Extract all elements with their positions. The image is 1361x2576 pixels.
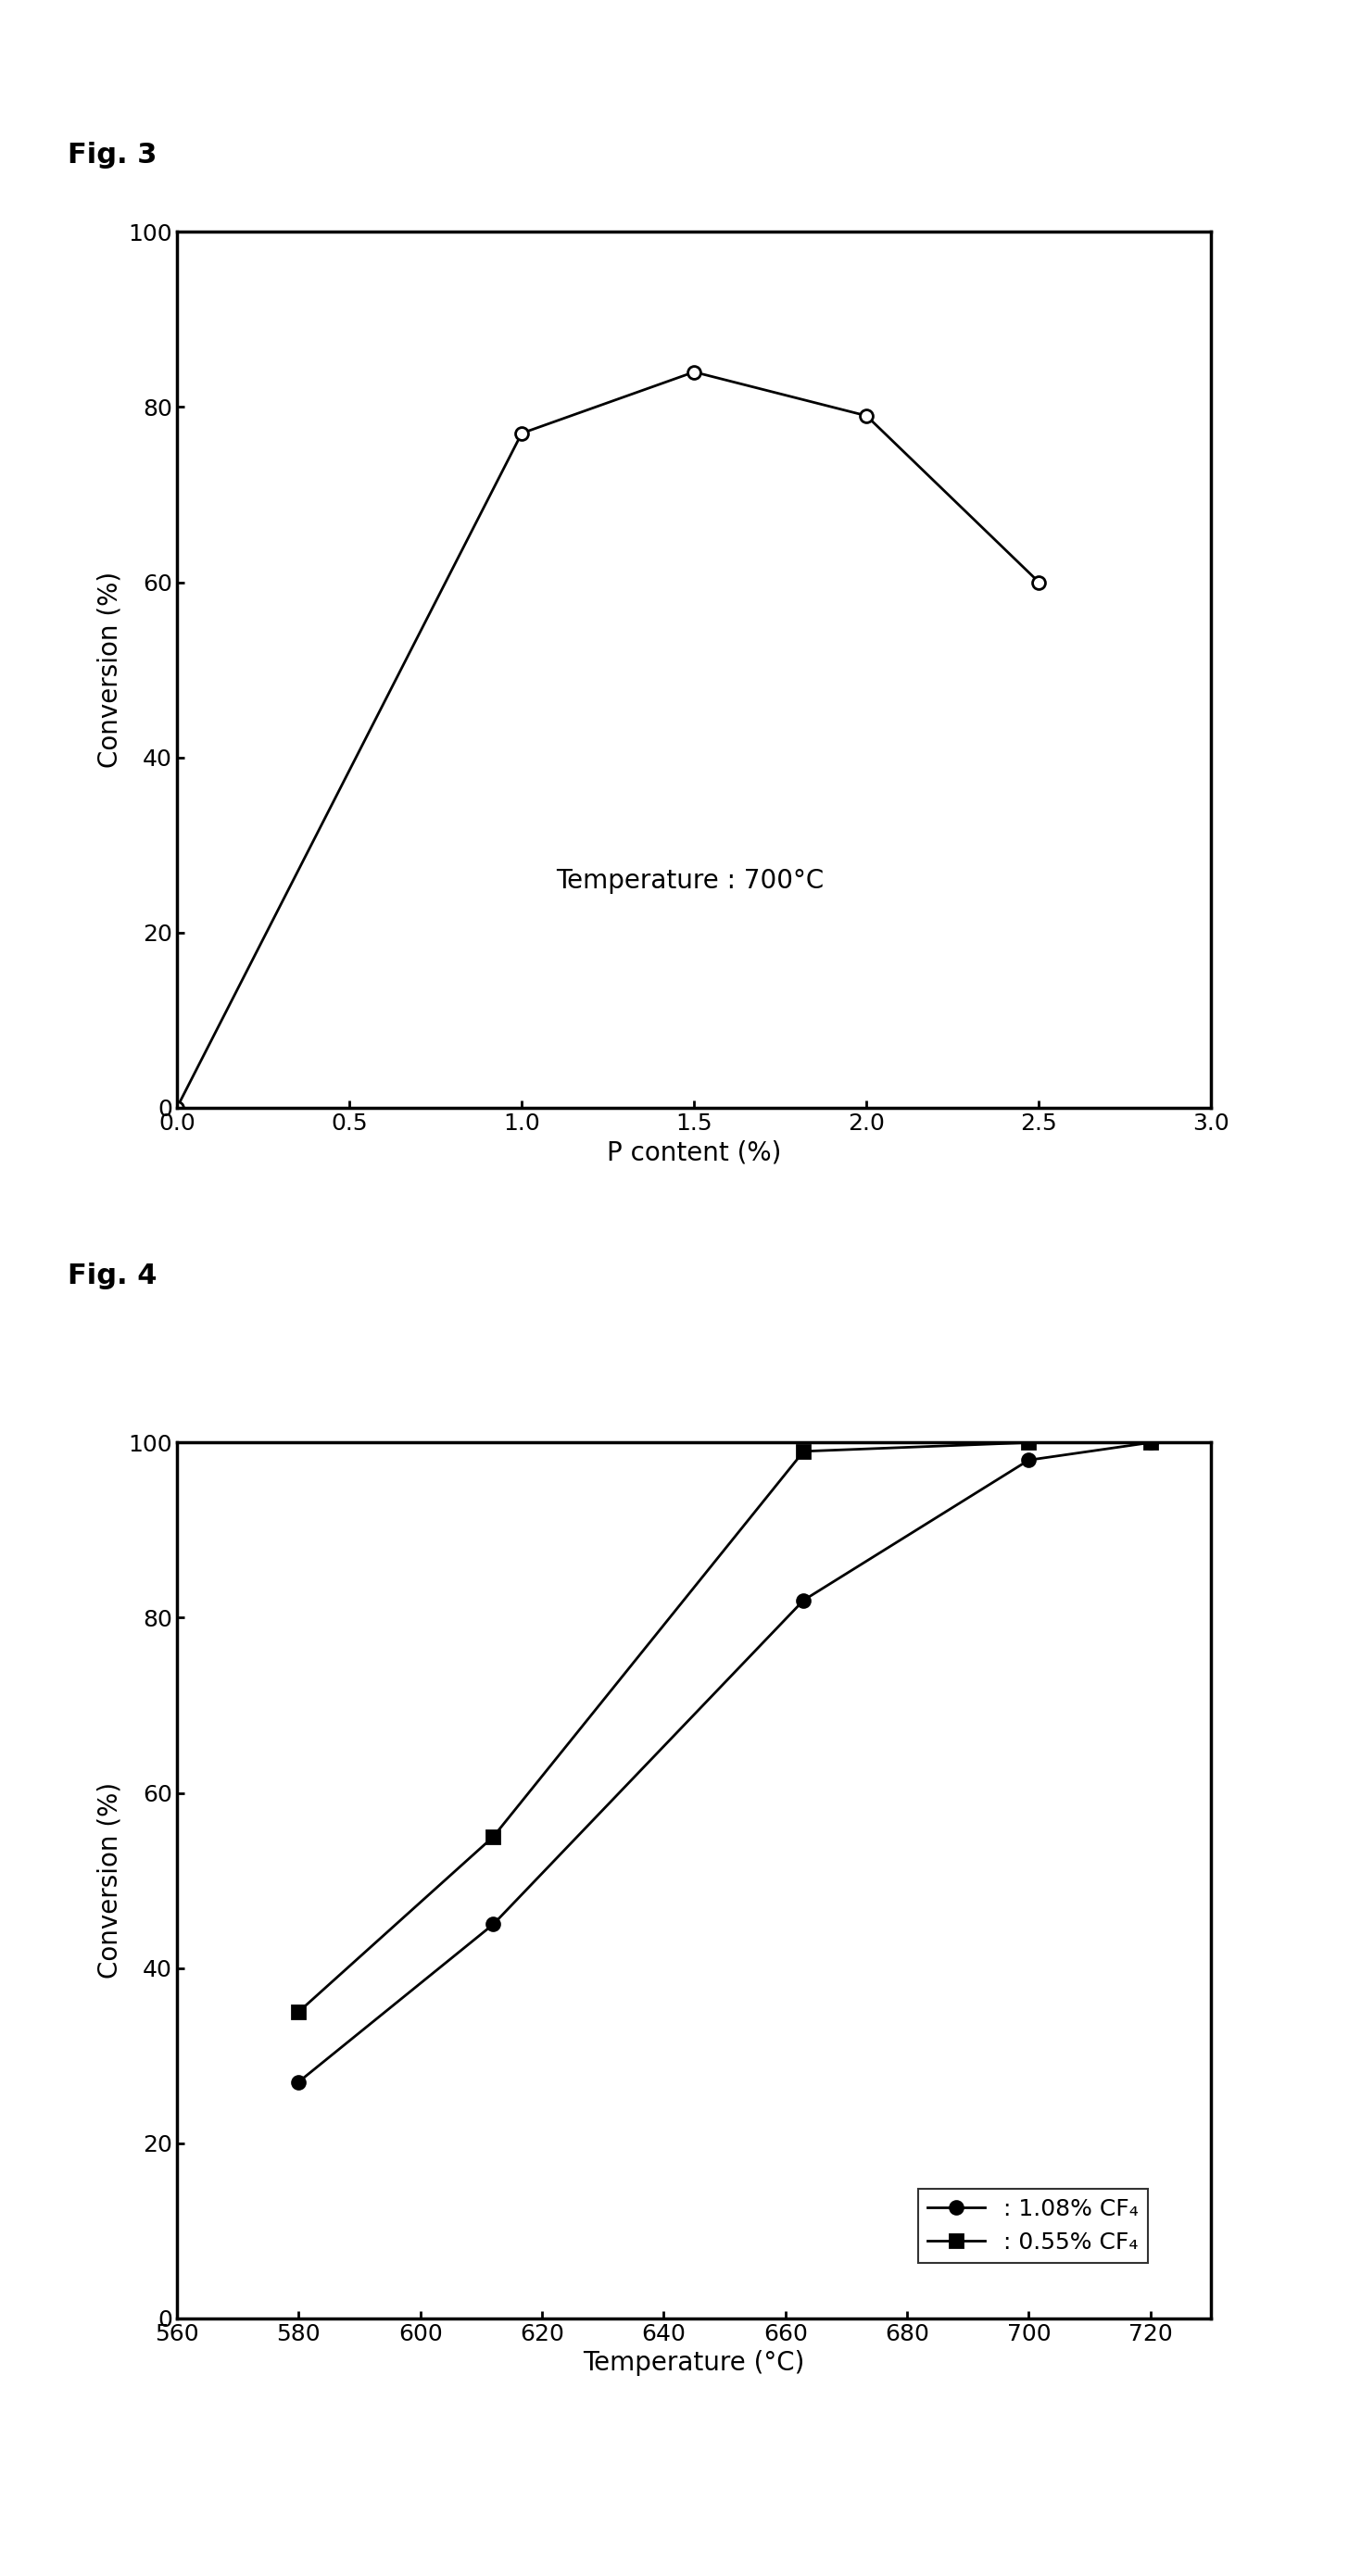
: 0.55% CF₄: (720, 100): 0.55% CF₄: (720, 100) — [1142, 1427, 1158, 1458]
: 0.55% CF₄: (700, 100): 0.55% CF₄: (700, 100) — [1021, 1427, 1037, 1458]
: 0.55% CF₄: (663, 99): 0.55% CF₄: (663, 99) — [795, 1435, 811, 1466]
Text: Fig. 3: Fig. 3 — [68, 142, 158, 167]
: 1.08% CF₄: (612, 45): 1.08% CF₄: (612, 45) — [485, 1909, 501, 1940]
: 0.55% CF₄: (580, 35): 0.55% CF₄: (580, 35) — [290, 1996, 306, 2027]
Y-axis label: Conversion (%): Conversion (%) — [97, 572, 122, 768]
: 0.55% CF₄: (612, 55): 0.55% CF₄: (612, 55) — [485, 1821, 501, 1852]
X-axis label: Temperature (°C): Temperature (°C) — [584, 2349, 804, 2375]
: 1.08% CF₄: (663, 82): 1.08% CF₄: (663, 82) — [795, 1584, 811, 1615]
Line: : 0.55% CF₄: : 0.55% CF₄ — [293, 1437, 1157, 2017]
Line: : 1.08% CF₄: : 1.08% CF₄ — [293, 1437, 1157, 2089]
Y-axis label: Conversion (%): Conversion (%) — [97, 1783, 122, 1978]
Text: Fig. 4: Fig. 4 — [68, 1262, 158, 1288]
X-axis label: P content (%): P content (%) — [607, 1139, 781, 1164]
: 1.08% CF₄: (720, 100): 1.08% CF₄: (720, 100) — [1142, 1427, 1158, 1458]
: 1.08% CF₄: (580, 27): 1.08% CF₄: (580, 27) — [290, 2066, 306, 2097]
Legend: : 1.08% CF₄, : 0.55% CF₄: : 1.08% CF₄, : 0.55% CF₄ — [917, 2190, 1147, 2264]
Text: Temperature : 700°C: Temperature : 700°C — [557, 868, 825, 894]
: 1.08% CF₄: (700, 98): 1.08% CF₄: (700, 98) — [1021, 1445, 1037, 1476]
